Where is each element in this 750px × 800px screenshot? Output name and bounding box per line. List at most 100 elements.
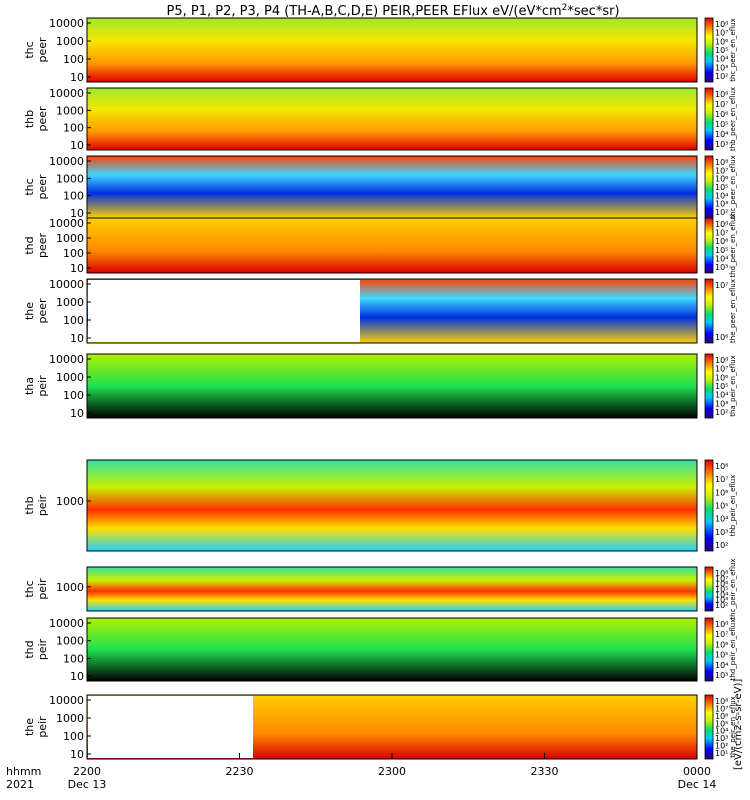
no-data-region [88, 280, 360, 342]
y-tick-label: 1000 [56, 104, 84, 117]
panel-ylabel: thcpeir [23, 578, 49, 600]
spectrogram-image [87, 218, 697, 273]
colorbar [704, 278, 714, 344]
colorbar-tick-label: 10⁸ [715, 20, 728, 29]
y-tick-label: 100 [63, 730, 84, 743]
y-tick-label: 1000 [56, 35, 84, 48]
colorbar [704, 87, 714, 151]
colorbar-tick-label: 10³ [715, 263, 728, 272]
y-tick-label: 10 [70, 71, 84, 84]
spectrogram-image [87, 156, 697, 218]
spectrogram-image [87, 354, 697, 418]
colorbar-tick-label: 10² [715, 541, 728, 550]
x-tick-time: 2200 [73, 765, 101, 778]
colorbar-tick-label: 10⁸ [715, 158, 728, 167]
colorbar-tick-label: 10⁶ [715, 110, 728, 119]
y-tick-label: 10000 [49, 617, 84, 630]
colorbar-tick-label: 10³ [715, 399, 728, 408]
y-tick-label: 10 [70, 332, 84, 345]
colorbar-tick-label: 10³ [715, 528, 728, 537]
x-row-label-time: hhmm [6, 765, 41, 778]
panel-ylabel: thcpeer [23, 174, 49, 200]
y-tick-label: 10000 [49, 87, 84, 100]
colorbar [704, 17, 714, 83]
colorbar [704, 617, 714, 682]
colorbar-caption: [eV/(cm2-s-sr-eV)] [733, 679, 744, 770]
y-tick-label: 1000 [56, 232, 84, 245]
colorbar-label: thc_peer_en_eflux [729, 18, 737, 82]
colorbar-tick-label: 10⁴ [715, 254, 728, 263]
colorbar-tick-label: 10² [715, 742, 728, 751]
y-tick-label: 10000 [49, 17, 84, 30]
colorbar-tick-label: 10⁸ [715, 462, 728, 471]
spectrogram-image [87, 567, 697, 611]
y-tick-label: 1000 [56, 712, 84, 725]
colorbar-label: thb_peir_en_eflux [729, 475, 737, 537]
colorbar-tick-label: 10⁷ [715, 229, 728, 238]
colorbar [704, 694, 714, 760]
spectrogram-image [87, 618, 697, 681]
colorbar-tick-label: 10⁵ [715, 585, 728, 594]
y-tick-label: 100 [63, 122, 84, 135]
x-tick-time: 0000 [683, 765, 711, 778]
panel-frame [86, 87, 698, 151]
y-tick-label: 10 [70, 407, 84, 420]
colorbar-label: thc_peer_en_eflux [729, 155, 737, 219]
colorbar-tick-label: 10⁷ [715, 475, 728, 484]
panel-ylabel: thepeir [23, 716, 49, 738]
panel-frame [86, 353, 698, 419]
chart-title: P5, P1, P2, P3, P4 (TH-A,B,C,D,E) PEIR,P… [166, 3, 619, 19]
panel-ylabel: thdpeir [23, 638, 49, 660]
colorbar-tick-label: 10⁴ [715, 391, 728, 400]
colorbar-tick-label: 10⁸ [715, 569, 728, 578]
y-tick-label: 100 [63, 190, 84, 203]
colorbar-tick-label: 10⁴ [715, 515, 728, 524]
colorbar [704, 155, 714, 219]
colorbar-tick-label: 10⁵ [715, 719, 728, 728]
colorbar-tick-label: 10⁷ [715, 281, 728, 290]
y-tick-label: 10 [70, 670, 84, 683]
colorbar-tick-label: 10³ [715, 671, 728, 680]
colorbar-tick-label: 10⁶ [715, 580, 728, 589]
colorbar-label: the_peer_en_eflux [729, 279, 737, 343]
x-row-label-year: 2021 [6, 778, 34, 791]
panel-frame [86, 459, 698, 552]
panel-frame [86, 566, 698, 612]
spectrogram-panel: thepeir1000010001001010⁸10⁷10⁶10⁵10⁴10³1… [23, 694, 737, 761]
colorbar-tick-label: 10⁵ [715, 382, 728, 391]
colorbar-tick-label: 10⁷ [715, 29, 728, 38]
colorbar-tick-label: 10⁸ [715, 356, 728, 365]
colorbar-label: thb_peer_en_eflux [729, 87, 737, 151]
colorbar-tick-label: 10⁴ [715, 55, 728, 64]
colorbar-tick-label: 10² [715, 601, 728, 610]
colorbar-tick-label: 10⁸ [715, 90, 728, 99]
colorbar-label: thd_peer_en_eflux [729, 213, 737, 277]
y-tick-label: 10 [70, 139, 84, 152]
colorbar-tick-label: 10⁶ [715, 712, 728, 721]
panel-frame [86, 217, 698, 274]
colorbar-tick-label: 10⁵ [715, 651, 728, 660]
colorbar [704, 459, 714, 552]
colorbar-label: tha_peir_en_eflux [729, 355, 737, 417]
y-tick-label: 100 [63, 652, 84, 665]
y-tick-label: 1000 [56, 371, 84, 384]
spectrogram-image [87, 460, 697, 551]
colorbar-tick-label: 10⁴ [715, 727, 728, 736]
panel-ylabel: thapeir [23, 375, 49, 397]
y-tick-label: 1000 [56, 172, 84, 185]
colorbar-tick-label: 10⁴ [715, 191, 728, 200]
colorbar-tick-label: 10⁵ [715, 46, 728, 55]
panel-ylabel: thepeer [23, 298, 49, 324]
colorbar-tick-label: 10⁶ [715, 333, 728, 342]
y-tick-label: 100 [63, 314, 84, 327]
y-tick-label: 10000 [49, 353, 84, 366]
colorbar-tick-label: 10⁸ [715, 220, 728, 229]
